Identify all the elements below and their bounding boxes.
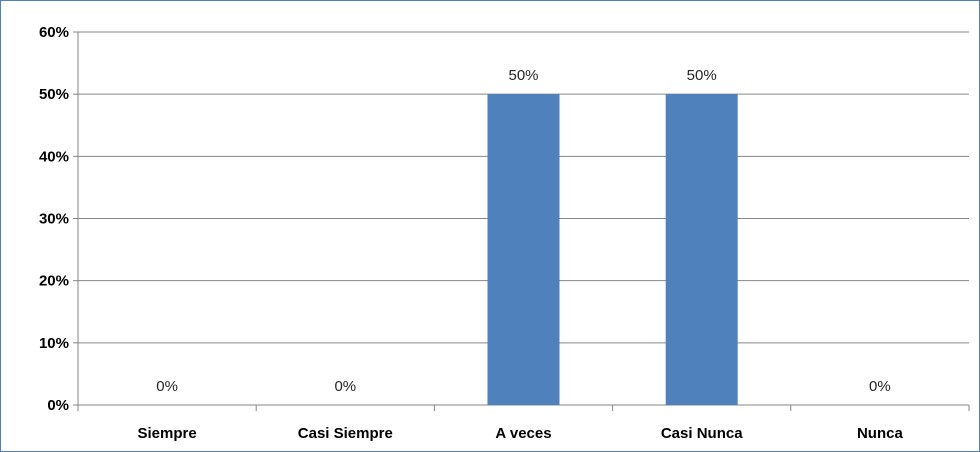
y-tick-label-50: 50%: [39, 86, 69, 103]
y-tick-label-60: 60%: [39, 24, 69, 41]
x-tick-label-a-veces: A veces: [495, 425, 551, 442]
data-label-casi-siempre: 0%: [334, 378, 356, 395]
x-tick-label-siempre: Siempre: [137, 425, 196, 442]
data-label-casi-nunca: 50%: [687, 67, 717, 84]
x-tick-label-casi-nunca: Casi Nunca: [661, 425, 743, 442]
bar-casi-nunca: [665, 94, 738, 406]
y-tick-label-10: 10%: [39, 335, 69, 352]
x-tick-label-nunca: Nunca: [857, 425, 904, 442]
y-tick-label-40: 40%: [39, 148, 69, 165]
data-label-a-veces: 50%: [508, 67, 538, 84]
y-tick-label-0: 0%: [47, 397, 69, 414]
y-tick-label-30: 30%: [39, 211, 69, 228]
bar-a-veces: [487, 94, 560, 406]
data-label-siempre: 0%: [156, 378, 178, 395]
data-label-nunca: 0%: [869, 378, 891, 395]
x-tick-label-casi-siempre: Casi Siempre: [298, 425, 393, 442]
y-tick-label-20: 20%: [39, 273, 69, 290]
